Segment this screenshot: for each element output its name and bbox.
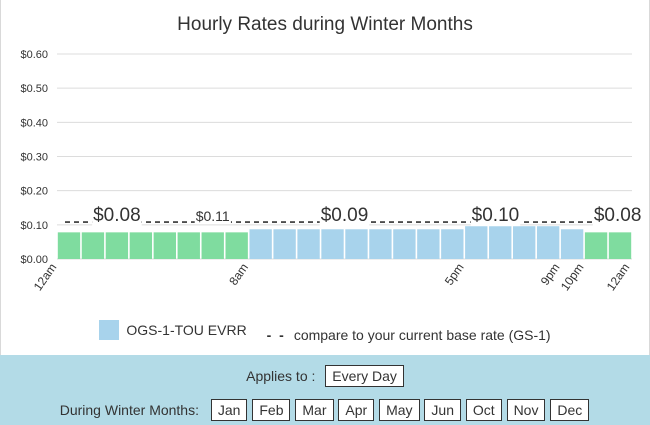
y-tick-label: $0.20 xyxy=(20,186,48,198)
bar xyxy=(81,232,105,259)
bar xyxy=(417,229,440,259)
legend-series-swatch xyxy=(99,320,120,340)
bar xyxy=(393,229,416,259)
data-label: $0.11 xyxy=(196,208,230,224)
applies-row: Applies to : Every Day xyxy=(0,365,650,387)
bar xyxy=(536,226,560,259)
y-tick-label: $0.60 xyxy=(20,49,48,61)
applies-value-button[interactable]: Every Day xyxy=(325,365,404,387)
bar xyxy=(153,232,176,259)
y-tick-label: $0.40 xyxy=(20,117,48,129)
bar xyxy=(560,229,584,259)
month-button-jun[interactable]: Jun xyxy=(424,399,461,421)
bar xyxy=(249,229,272,259)
months-label: During Winter Months: xyxy=(59,402,199,418)
legend-series-label: OGS-1-TOU EVRR xyxy=(126,322,247,338)
bar xyxy=(608,232,632,259)
y-tick-label: $0.10 xyxy=(20,220,48,232)
bar xyxy=(129,232,153,259)
months-row: During Winter Months: Jan Feb Mar Apr Ma… xyxy=(0,399,650,421)
chart-title: Hourly Rates during Winter Months xyxy=(177,14,473,35)
data-label: $0.10 xyxy=(472,205,520,226)
y-tick-label: $0.30 xyxy=(20,152,48,164)
x-tick-label: 10pm xyxy=(558,261,587,294)
bar xyxy=(321,229,344,259)
applies-label: Applies to : xyxy=(246,368,316,384)
data-label-bg xyxy=(470,205,521,227)
legend-series-item[interactable]: OGS-1-TOU EVRR xyxy=(99,320,247,340)
bar xyxy=(273,229,296,259)
month-button-feb[interactable]: Feb xyxy=(252,399,291,421)
data-label-bg xyxy=(92,205,142,227)
chart-legend: OGS-1-TOU EVRR - - compare to your curre… xyxy=(0,320,650,343)
bar xyxy=(177,232,200,259)
bar xyxy=(465,226,488,259)
bar xyxy=(369,229,392,259)
bar xyxy=(441,229,464,259)
x-tick-label: 12am xyxy=(604,261,633,294)
bar xyxy=(345,229,368,259)
data-label-bg xyxy=(319,205,370,227)
month-button-oct[interactable]: Oct xyxy=(465,399,502,421)
y-tick-label: $0.50 xyxy=(20,83,48,95)
data-label-bg xyxy=(592,205,643,227)
bar xyxy=(489,226,512,259)
month-button-nov[interactable]: Nov xyxy=(506,399,546,421)
rate-chart: $0.00 $0.10 $0.20 $0.30 $0.40 $0.50 $0.60 $0.08… xyxy=(20,49,643,294)
bar xyxy=(105,232,129,259)
data-label: $0.08 xyxy=(594,205,642,226)
x-tick-label: 8am xyxy=(226,261,251,288)
data-label-bg xyxy=(194,208,231,225)
x-tick-label: 5pm xyxy=(442,261,467,288)
legend-baseline-label: compare to your current base rate (GS-1) xyxy=(293,327,551,343)
y-tick-label: $0.00 xyxy=(20,254,48,266)
month-button-apr[interactable]: Apr xyxy=(338,399,375,421)
filter-panel: Applies to : Every Day During Winter Mon… xyxy=(0,355,650,425)
bar xyxy=(297,229,320,259)
bar xyxy=(225,232,248,259)
legend-baseline-item[interactable]: - - compare to your current base rate (G… xyxy=(267,327,551,343)
data-label: $0.09 xyxy=(321,205,369,226)
month-button-mar[interactable]: Mar xyxy=(295,399,334,421)
month-button-may[interactable]: May xyxy=(379,399,420,421)
bar xyxy=(584,232,608,259)
bar xyxy=(201,232,224,259)
bar xyxy=(57,232,81,259)
data-label: $0.08 xyxy=(93,205,141,226)
month-button-dec[interactable]: Dec xyxy=(550,399,590,421)
bar xyxy=(513,226,536,259)
legend-dash-glyph: - - xyxy=(266,327,286,343)
month-button-jan[interactable]: Jan xyxy=(210,399,248,421)
